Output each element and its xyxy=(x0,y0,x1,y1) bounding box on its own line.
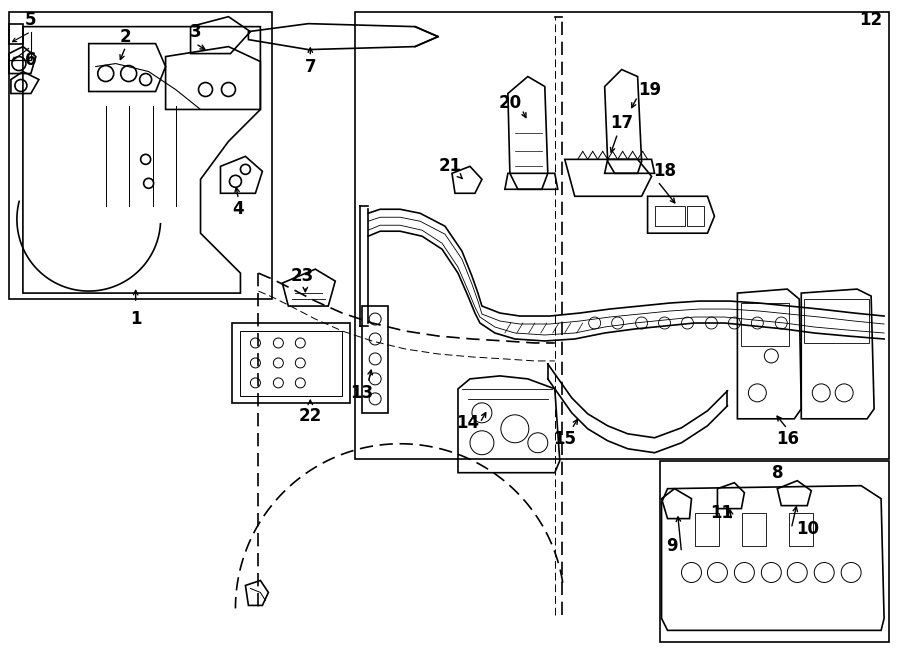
Text: 7: 7 xyxy=(304,58,316,75)
Text: 10: 10 xyxy=(796,520,819,537)
Text: 23: 23 xyxy=(291,267,314,285)
Text: 2: 2 xyxy=(120,28,131,46)
Text: 19: 19 xyxy=(638,81,662,98)
Text: 11: 11 xyxy=(710,504,733,522)
Bar xyxy=(232,323,350,403)
Text: 6: 6 xyxy=(25,51,37,69)
Text: 9: 9 xyxy=(666,537,678,555)
Text: 18: 18 xyxy=(653,163,676,180)
Text: 17: 17 xyxy=(610,114,634,132)
Text: 13: 13 xyxy=(351,384,374,402)
Text: 12: 12 xyxy=(860,11,883,28)
Bar xyxy=(356,12,889,459)
Bar xyxy=(805,299,869,343)
Text: 22: 22 xyxy=(299,407,322,425)
Bar xyxy=(240,331,342,396)
Bar xyxy=(742,303,789,346)
Bar xyxy=(789,513,814,545)
Bar xyxy=(688,206,705,226)
Text: 4: 4 xyxy=(232,200,244,218)
Text: 14: 14 xyxy=(456,414,480,432)
Text: 1: 1 xyxy=(130,310,141,328)
Text: 20: 20 xyxy=(499,95,521,112)
Text: 21: 21 xyxy=(438,157,462,175)
Text: 3: 3 xyxy=(190,22,202,40)
Bar xyxy=(654,206,685,226)
Bar xyxy=(362,306,388,413)
Text: 15: 15 xyxy=(554,430,576,447)
Text: 16: 16 xyxy=(776,430,799,447)
Text: 8: 8 xyxy=(771,464,783,482)
Bar xyxy=(696,513,719,545)
Bar xyxy=(742,513,766,545)
Bar xyxy=(9,12,273,299)
Text: 5: 5 xyxy=(25,11,37,28)
Bar xyxy=(660,461,889,642)
